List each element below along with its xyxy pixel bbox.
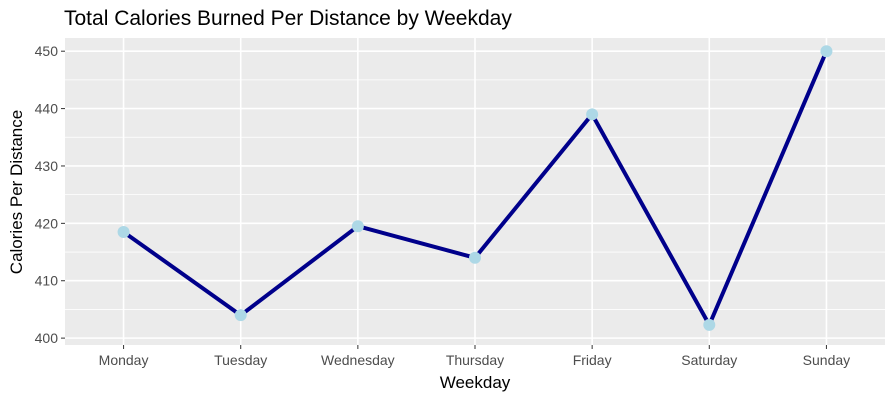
x-tick-label: Thursday <box>446 352 504 368</box>
y-tick-label: 440 <box>35 101 59 117</box>
y-axis-title: Calories Per Distance <box>7 110 26 274</box>
x-tick-label: Sunday <box>803 352 850 368</box>
data-point-tuesday <box>234 309 247 322</box>
y-tick-label: 410 <box>35 273 59 289</box>
data-point-sunday <box>820 45 833 58</box>
chart-title: Total Calories Burned Per Distance by We… <box>64 7 512 30</box>
y-tick-label: 430 <box>35 158 59 174</box>
x-axis-ticks: Monday Tuesday Wednesday Thursday Friday Satu… <box>99 345 850 368</box>
data-point-wednesday <box>351 220 364 233</box>
x-axis-title: Weekday <box>440 373 511 392</box>
y-tick-label: 400 <box>35 330 59 346</box>
y-tick-label: 450 <box>35 43 59 59</box>
data-point-monday <box>117 225 130 238</box>
data-point-thursday <box>469 251 481 264</box>
x-tick-label: Monday <box>99 352 149 368</box>
data-point-friday <box>586 108 599 121</box>
x-tick-label: Wednesday <box>321 352 395 368</box>
y-axis-ticks: 400 410 420 430 440 450 <box>35 43 65 346</box>
major-gridlines <box>65 38 885 345</box>
x-tick-label: Saturday <box>681 352 737 368</box>
x-tick-label: Tuesday <box>214 352 267 368</box>
x-tick-label: Friday <box>573 352 612 368</box>
y-tick-label: 420 <box>35 215 59 231</box>
data-point-saturday <box>703 318 716 331</box>
series-group <box>117 45 833 331</box>
